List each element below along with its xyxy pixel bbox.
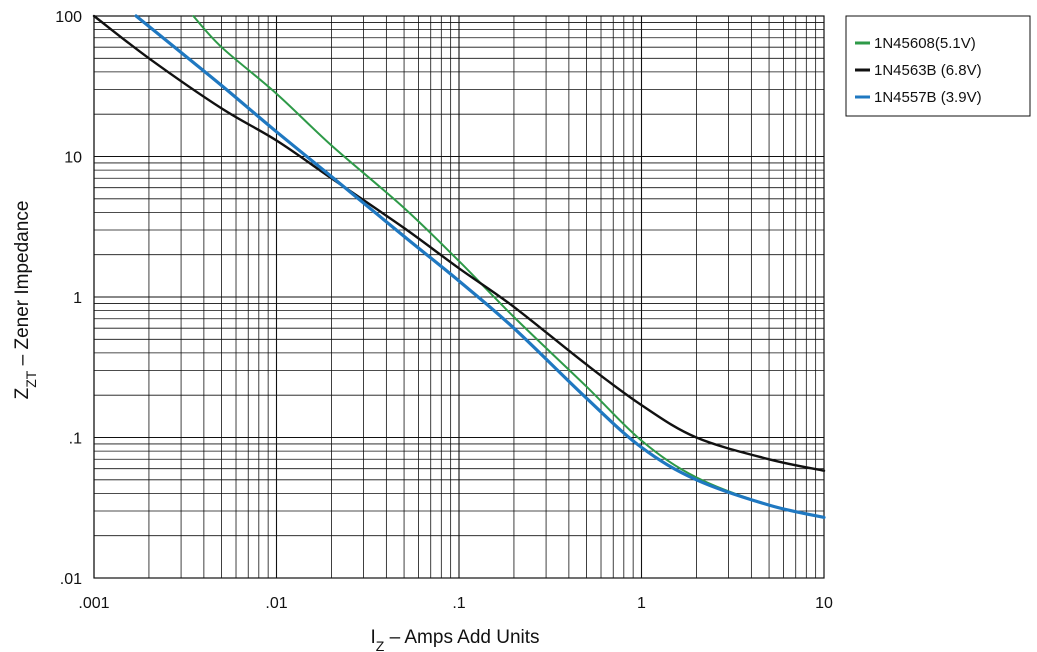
series-line-1n4563b-6-8v: [92, 14, 826, 472]
plot-frame: [93, 15, 825, 579]
x-tick-label: .01: [265, 595, 287, 612]
x-tick-label: .1: [452, 595, 465, 612]
series-layer: [92, 14, 826, 519]
x-tick-labels: .001 .01 .1 1 10: [78, 595, 833, 612]
legend-label-1n4563b: 1N4563B (6.8V): [874, 62, 982, 79]
legend: 1N45608(5.1V) 1N4563B (6.8V) 1N4557B (3.…: [845, 15, 1031, 117]
x-tick-label: .001: [78, 595, 109, 612]
legend-label-1n45608: 1N45608(5.1V): [874, 35, 976, 52]
y-tick-label: .1: [69, 431, 82, 448]
x-axis-title: IZ – Amps Add Units: [370, 627, 539, 652]
x-tick-label: 10: [815, 595, 833, 612]
series-line-1n45608-5-1v: [192, 15, 825, 519]
series-line-1n4557b-3-9v: [134, 14, 826, 519]
legend-box: [845, 15, 1031, 117]
y-tick-label: 100: [55, 9, 82, 26]
y-tick-labels: 100 10 1 .1 .01: [55, 9, 82, 588]
y-tick-label: 10: [64, 150, 82, 167]
y-axis-title: ZZT – Zener Impedance: [12, 201, 39, 400]
y-tick-label: 1: [73, 290, 82, 307]
x-tick-label: 1: [637, 595, 646, 612]
y-tick-label: .01: [60, 571, 82, 588]
legend-label-1n4557b: 1N4557B (3.9V): [874, 89, 982, 106]
